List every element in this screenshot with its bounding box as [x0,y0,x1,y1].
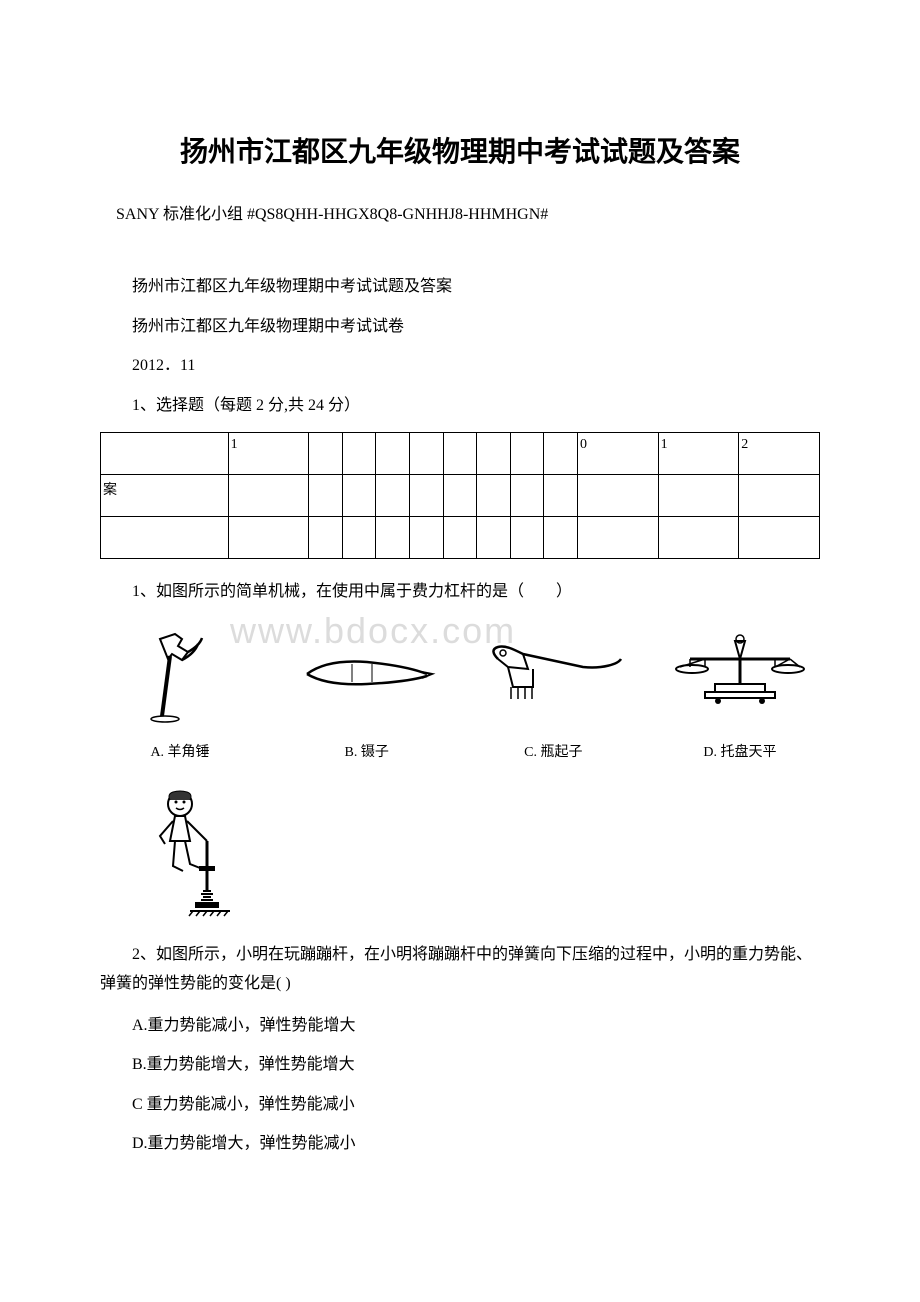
table-cell [228,517,309,559]
table-cell [376,517,410,559]
question-1-figure: A. 羊角锤 B. 镊子 C. 瓶起子 [100,619,820,761]
table-cell [228,475,309,517]
subtitle-2: 扬州市江都区九年级物理期中考试试卷 [100,314,820,340]
table-cell [510,433,544,475]
table-cell [309,475,343,517]
question-2-figure [130,781,260,921]
table-cell [342,475,376,517]
exam-date: 2012．11 [100,353,820,379]
table-cell [410,517,444,559]
table-cell [578,517,659,559]
table-cell [578,475,659,517]
section-1-header: 1、选择题（每题 2 分,共 24 分） [100,393,820,419]
table-cell [101,433,229,475]
table-cell [342,433,376,475]
table-cell [443,475,477,517]
q2-option-a: A.重力势能减小，弹性势能增大 [100,1013,820,1039]
option-c-label: C. 瓶起子 [473,741,633,761]
option-d-label: D. 托盘天平 [660,741,820,761]
subtitle-1: 扬州市江都区九年级物理期中考试试题及答案 [100,274,820,300]
bottle-opener-icon [473,619,633,729]
question-1-text: 1、如图所示的简单机械，在使用中属于费力杠杆的是（ ） [100,579,820,605]
table-cell [477,433,511,475]
document-title: 扬州市江都区九年级物理期中考试试题及答案 [100,130,820,170]
table-cell [410,475,444,517]
table-cell [544,475,578,517]
tweezers-icon [287,619,447,729]
table-cell [376,433,410,475]
code-identifier: SANY 标准化小组 #QS8QHH-HHGX8Q8-GNHHJ8-HHMHGN… [100,200,820,224]
table-cell [510,475,544,517]
option-a-label: A. 羊角锤 [100,741,260,761]
table-row: 案 [101,475,820,517]
answer-table: 1 0 1 2 案 [100,432,820,559]
table-cell [658,517,739,559]
table-row [101,517,820,559]
table-cell [544,433,578,475]
table-cell: 2 [739,433,820,475]
table-row: 1 0 1 2 [101,433,820,475]
table-cell [477,517,511,559]
table-cell [309,433,343,475]
table-cell: 1 [658,433,739,475]
table-cell [544,517,578,559]
table-cell [443,517,477,559]
table-cell [510,517,544,559]
table-cell [376,475,410,517]
q2-option-b: B.重力势能增大，弹性势能增大 [100,1052,820,1078]
table-cell [739,517,820,559]
option-b-item: B. 镊子 [287,619,447,761]
table-cell [309,517,343,559]
option-c-item: C. 瓶起子 [473,619,633,761]
hammer-icon [100,619,260,729]
balance-scale-icon [660,619,820,729]
table-cell [443,433,477,475]
q2-option-d: D.重力势能增大，弹性势能减小 [100,1131,820,1157]
table-cell [477,475,511,517]
table-cell [410,433,444,475]
table-cell [342,517,376,559]
table-cell [739,475,820,517]
table-cell: 0 [578,433,659,475]
option-b-label: B. 镊子 [287,741,447,761]
option-d-item: D. 托盘天平 [660,619,820,761]
table-cell [658,475,739,517]
table-cell [101,517,229,559]
q2-option-c: C 重力势能减小，弹性势能减小 [100,1092,820,1118]
table-cell: 1 [228,433,309,475]
question-2-text: 2、如图所示，小明在玩蹦蹦杆，在小明将蹦蹦杆中的弹簧向下压缩的过程中，小明的重力… [100,941,820,999]
option-a-item: A. 羊角锤 [100,619,260,761]
table-cell: 案 [101,475,229,517]
